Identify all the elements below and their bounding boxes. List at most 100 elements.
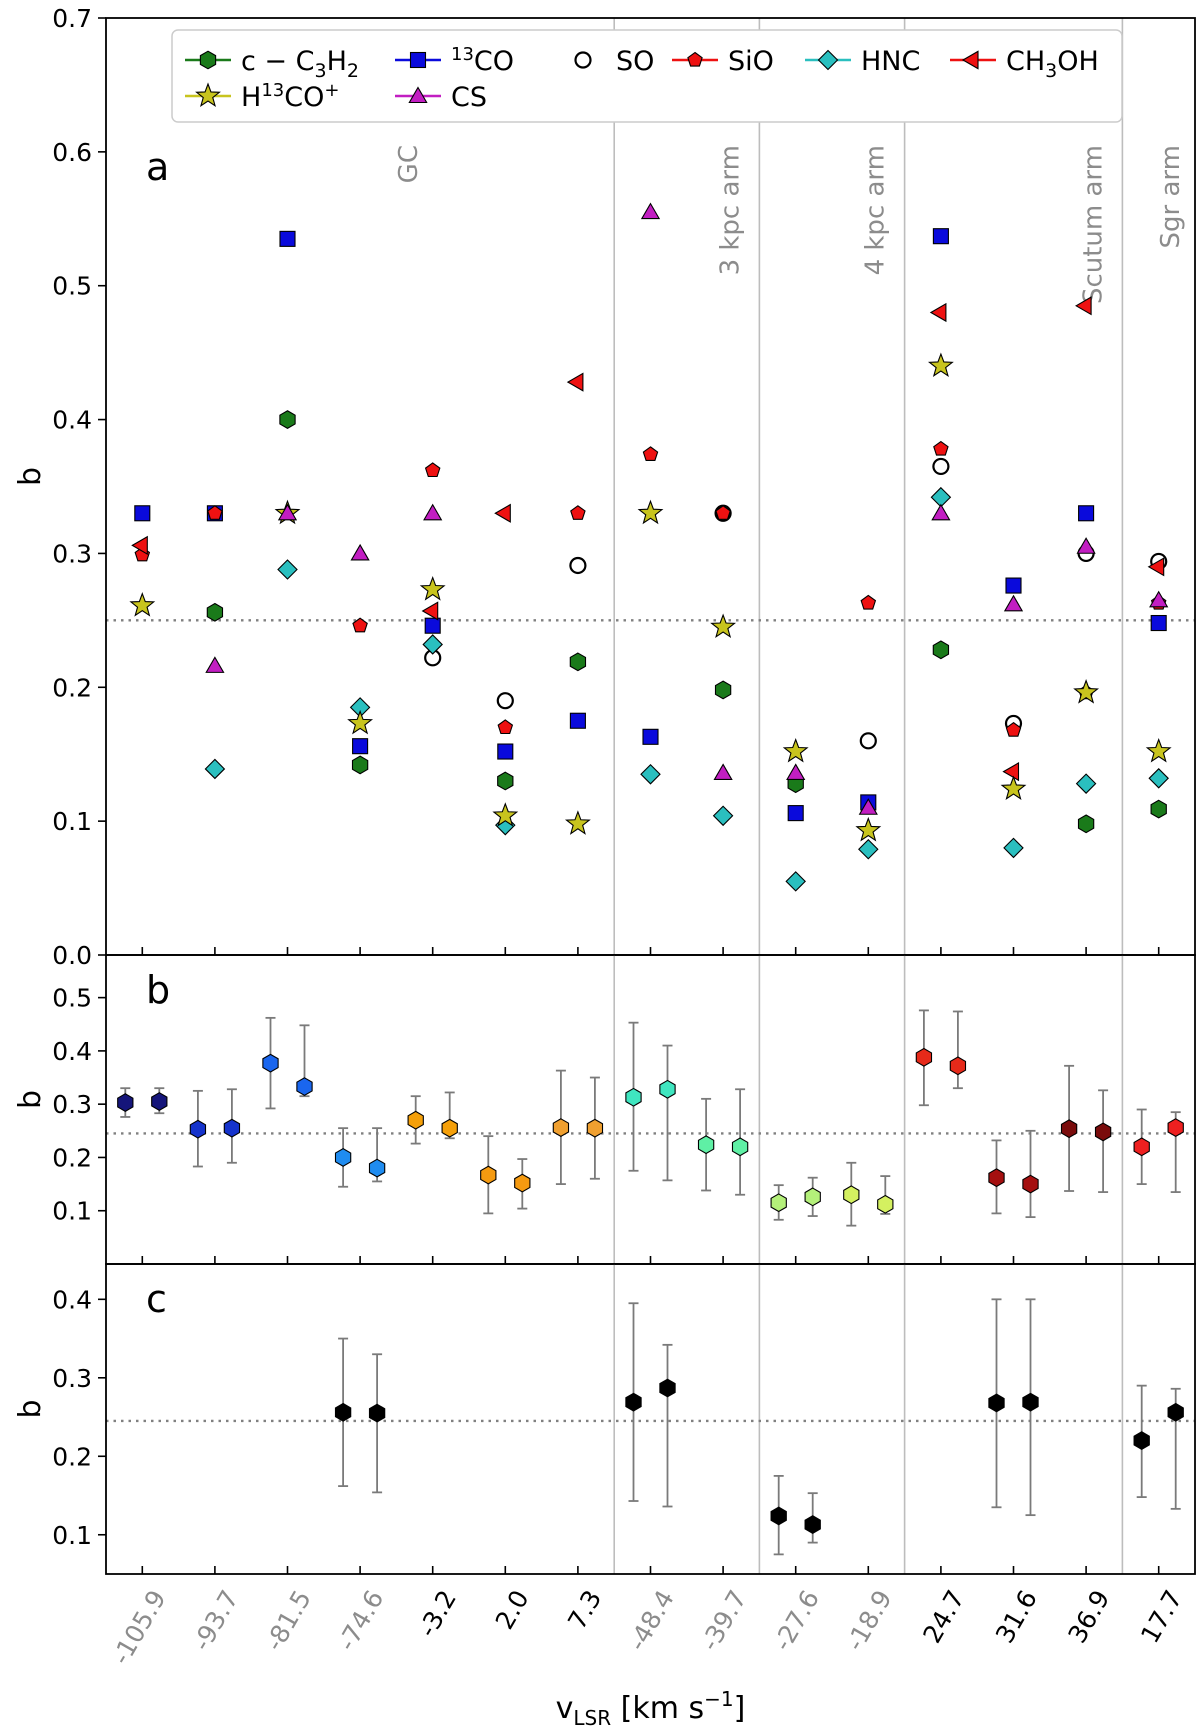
data-point: [262, 1053, 279, 1073]
y-tick-label: 0.3: [52, 1090, 92, 1119]
marker-sio: [642, 446, 659, 461]
legend-label: SiO: [728, 46, 774, 77]
marker-h13co: [1073, 679, 1100, 704]
x-tick-label: -93.7: [187, 1585, 244, 1656]
legend-label: CH3OH: [1006, 46, 1099, 82]
marker-c3h2: [1077, 814, 1095, 834]
data-point: [552, 1118, 570, 1138]
data-point: [1167, 1402, 1184, 1422]
marker-co13: [1078, 505, 1095, 522]
legend-label: CS: [451, 82, 487, 113]
marker-cs: [1003, 594, 1024, 612]
x-tick-label: -105.9: [106, 1585, 171, 1669]
marker-so: [932, 457, 950, 476]
legend-label: SO: [616, 46, 654, 77]
marker-sio: [352, 617, 368, 633]
y-tick-label: 0.4: [52, 1285, 92, 1314]
legend-label: H13CO+: [241, 80, 339, 113]
marker-sio: [424, 462, 441, 478]
legend-entry-h13co: H13CO+: [185, 80, 339, 113]
marker-cs: [423, 503, 443, 521]
x-tick-label: -74.6: [332, 1585, 389, 1656]
marker-ch3oh: [494, 503, 511, 523]
marker-co13: [279, 230, 296, 247]
marker-co13: [424, 617, 441, 634]
marker-sio: [860, 594, 877, 610]
y-tick-label: 0.3: [52, 1364, 92, 1393]
marker-sio: [570, 505, 586, 520]
data-point: [625, 1087, 642, 1107]
legend-box: [171, 29, 1123, 123]
marker-hnc: [640, 764, 661, 785]
region-label: 3 kpc arm: [716, 145, 746, 275]
legend-label: 13CO: [451, 44, 514, 77]
panel-frame: [105, 1263, 1196, 1575]
legend-marker: [409, 51, 427, 69]
marker-c3h2: [714, 680, 732, 700]
data-point: [151, 1092, 168, 1111]
y-tick-label: 0.5: [52, 272, 92, 301]
data-point: [514, 1173, 531, 1193]
data-point: [843, 1185, 860, 1205]
legend-marker: [687, 51, 703, 67]
marker-hnc: [785, 871, 806, 892]
legend-entry-cs: CS: [395, 82, 487, 113]
data-point: [189, 1119, 207, 1139]
marker-co13: [497, 743, 514, 760]
x-tick-label: 2.0: [490, 1585, 535, 1634]
marker-hnc: [1003, 837, 1024, 859]
legend-entry-so: SO: [574, 46, 654, 77]
legend-marker: [408, 86, 428, 104]
marker-h13co: [1000, 775, 1027, 801]
marker-hnc: [1148, 768, 1169, 789]
panel-a: 0.0 0.1 0.2 0.3 0.4 0.5 0.6 0.7 b a GC 3 kpc arm 4 k…: [13, 4, 1196, 970]
marker-ch3oh: [566, 372, 584, 392]
marker-cs: [640, 202, 661, 220]
region-label: GC: [394, 145, 424, 183]
data-point: [334, 1148, 352, 1167]
data-point: [407, 1110, 424, 1130]
marker-c3h2: [497, 771, 514, 791]
data-point: [697, 1135, 715, 1155]
marker-so: [859, 732, 877, 750]
y-tick-label: 0.2: [52, 1442, 92, 1471]
marker-sio: [933, 440, 949, 456]
legend-label: c − C3H2: [241, 46, 359, 82]
marker-cs: [277, 503, 298, 521]
data-point: [296, 1077, 313, 1097]
data-point: [368, 1403, 386, 1423]
legend-marker: [961, 50, 979, 70]
marker-co13: [787, 805, 804, 822]
data-point: [1022, 1174, 1039, 1194]
x-axis: -105.9 -93.7 -81.5 -74.6 -3.2 2.0 7.3 -48.4 -39.…: [106, 1585, 1188, 1730]
marker-hnc: [422, 634, 443, 655]
marker-sio: [497, 719, 514, 735]
x-tick-label: -39.7: [695, 1585, 752, 1656]
panels: 0.0 0.1 0.2 0.3 0.4 0.5 0.6 0.7 b a GC 3 kpc arm 4 k…: [13, 4, 1196, 1575]
x-axis-label: vLSR [km s−1]: [556, 1687, 746, 1730]
marker-cs: [713, 763, 733, 781]
x-tick-label: 17.7: [1135, 1585, 1188, 1648]
panel-frame: [105, 17, 1196, 956]
panel-b: 0.1 0.2 0.3 0.4 0.5 b b: [13, 954, 1196, 1265]
marker-c3h2: [569, 652, 587, 672]
marker-so: [496, 692, 514, 710]
data-point: [804, 1187, 821, 1207]
marker-ch3oh: [1002, 762, 1020, 782]
y-tick-label: 0.1: [52, 1197, 92, 1226]
x-tick-label: -3.2: [413, 1585, 463, 1642]
data-point: [480, 1165, 497, 1185]
panel-c: 0.1 0.2 0.3 0.4 b c: [13, 1263, 1196, 1575]
y-tick-label: 0.5: [52, 984, 92, 1013]
marker-h13co: [419, 575, 446, 601]
marker-h13co: [564, 810, 591, 835]
marker-h13co: [927, 352, 954, 378]
legend-entry-hnc: HNC: [805, 46, 920, 77]
marker-h13co: [129, 592, 156, 617]
marker-co13: [642, 728, 659, 745]
legend-entry-ch3oh: CH3OH: [950, 46, 1099, 82]
x-tick-label: -48.4: [622, 1585, 679, 1656]
marker-h13co: [1145, 737, 1172, 763]
marker-h13co: [782, 737, 809, 763]
